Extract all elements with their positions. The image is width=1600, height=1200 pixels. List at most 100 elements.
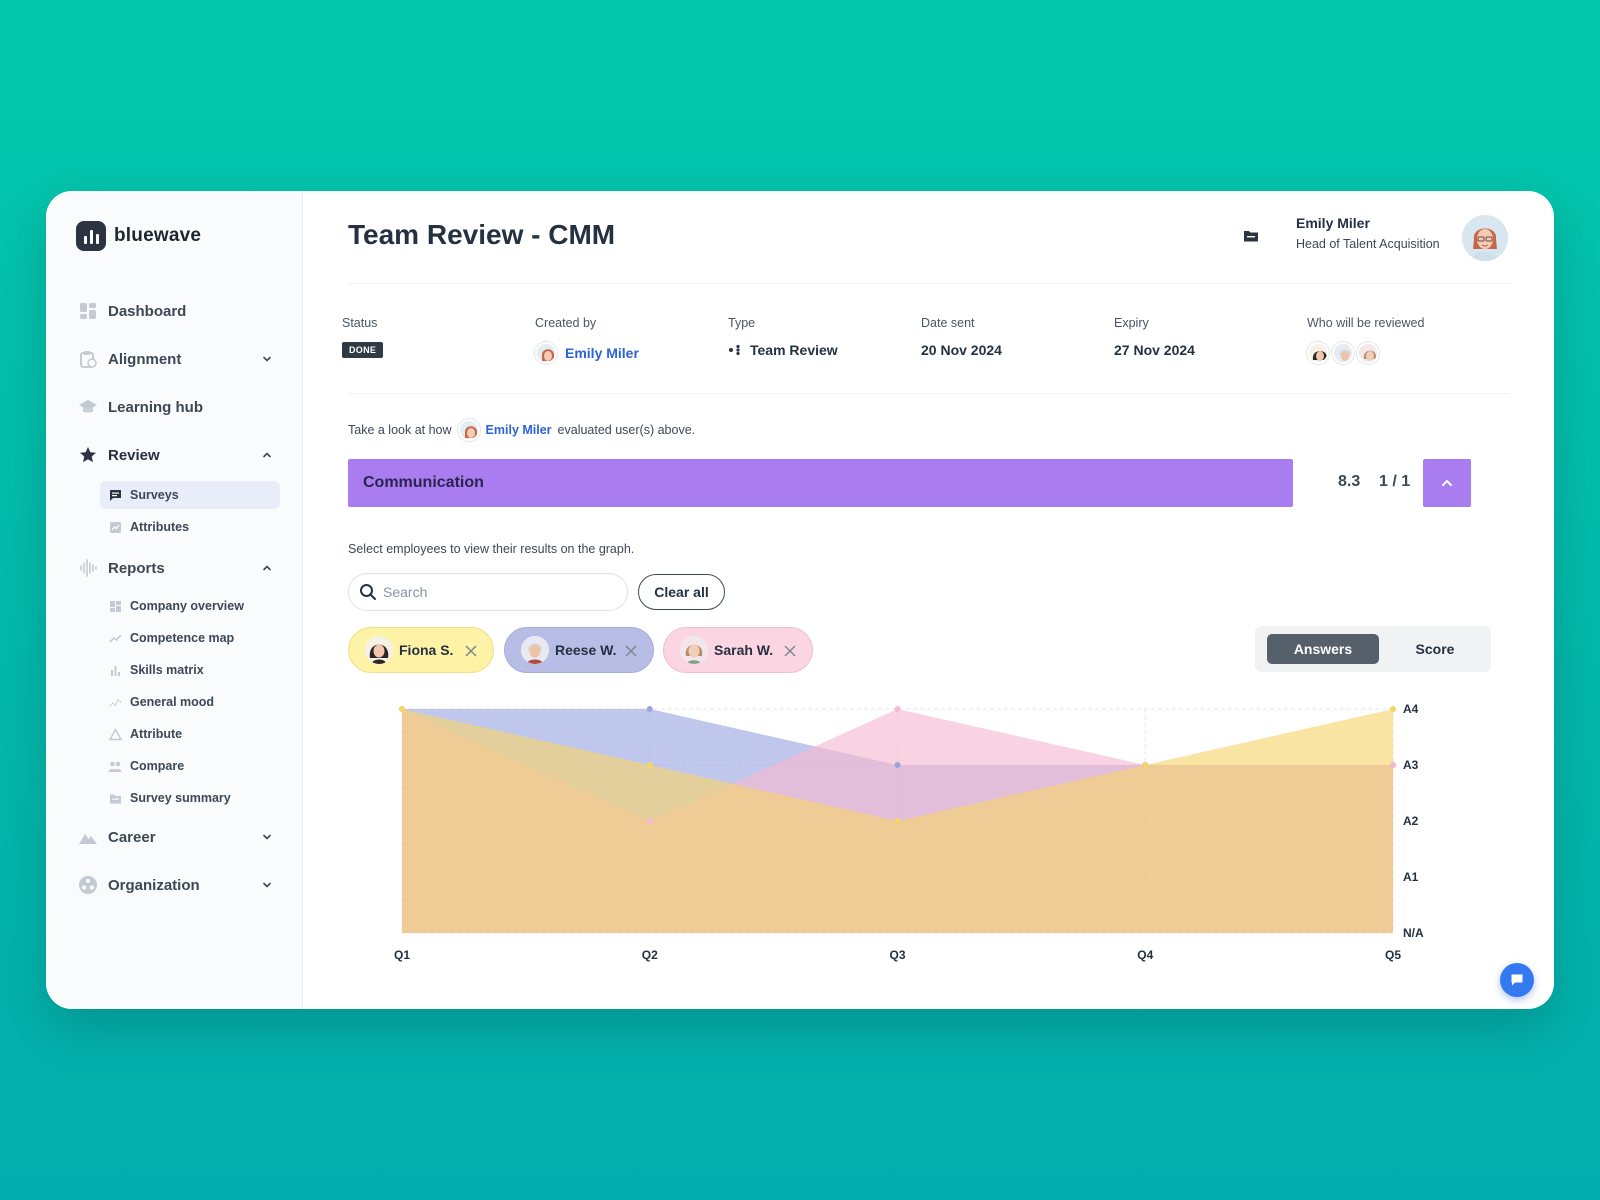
chip-fiona[interactable]: Fiona S. [348, 627, 494, 673]
sidebar-item-label: Attribute [130, 727, 183, 741]
sidebar-item-learning-hub[interactable]: Learning hub [78, 394, 274, 420]
evaluation-note: Take a look at how Emily Miler evaluated… [348, 419, 695, 441]
triangle-icon [108, 727, 122, 741]
section-pager: 1 / 1 [1379, 473, 1411, 490]
grid-icon [108, 599, 122, 613]
folder-button[interactable] [1240, 225, 1262, 247]
soundwave-icon [78, 558, 98, 578]
type-value: Team Review [750, 342, 838, 358]
sidebar-item-surveys[interactable]: Surveys [100, 481, 280, 509]
chip-name: Reese W. [555, 642, 617, 658]
brand-name: bluewave [114, 225, 202, 246]
avatar [457, 419, 480, 441]
y-tick-label: A3 [1403, 758, 1419, 772]
data-point-2-2 [894, 818, 901, 824]
y-tick-label: A2 [1403, 814, 1419, 828]
sidebar-item-attributes[interactable]: Attributes [100, 513, 280, 541]
clipboard-icon [78, 349, 98, 369]
sidebar-item-label: Review [108, 446, 160, 464]
answers-tab[interactable]: Answers [1267, 634, 1379, 664]
search-input[interactable] [383, 584, 603, 600]
select-hint: Select employees to view their results o… [348, 542, 635, 556]
section-title: Communication [363, 474, 484, 491]
date-label: Date sent [921, 316, 975, 330]
sidebar-item-organization[interactable]: Organization [78, 872, 274, 898]
close-icon[interactable] [623, 643, 639, 659]
chevron-down-icon[interactable] [260, 352, 274, 366]
chevron-up-icon[interactable] [260, 561, 274, 575]
avatar-fiona[interactable] [1307, 342, 1329, 364]
section-score: 8.3 [1338, 473, 1361, 490]
organization-icon [78, 875, 98, 895]
sidebar-item-company-overview[interactable]: Company overview [100, 592, 280, 620]
sidebar-item-label: Compare [130, 759, 185, 773]
main-content: Team Review - CMM Emily Miler Head of Ta… [46, 191, 1554, 1009]
folder-icon [1244, 231, 1258, 242]
user-info[interactable]: Emily Miler Head of Talent Acquisition [1296, 215, 1440, 251]
page-title: Team Review - CMM [348, 219, 616, 250]
message-icon [108, 488, 122, 502]
dashboard-icon [78, 301, 98, 321]
meta-created-by: Created by Emily Miler [535, 316, 639, 364]
section-header[interactable]: Communication [348, 459, 1293, 507]
sidebar-item-compare[interactable]: Compare [100, 752, 280, 780]
sidebar-item-general-mood[interactable]: General mood [100, 688, 280, 716]
user-name: Emily Miler [1296, 215, 1370, 231]
score-tab[interactable]: Score [1415, 641, 1455, 657]
sidebar-item-competence-map[interactable]: Competence map [100, 624, 280, 652]
sidebar-item-label: Survey summary [130, 791, 231, 805]
sidebar-item-career[interactable]: Career [78, 824, 274, 850]
meta-date-sent: Date sent 20 Nov 2024 [921, 316, 1002, 358]
chevron-up-icon[interactable] [260, 448, 274, 462]
sidebar-item-label: Dashboard [108, 302, 187, 320]
sidebar-item-dashboard[interactable]: Dashboard [78, 298, 274, 324]
chip-name: Fiona S. [399, 642, 454, 658]
sidebar-item-label: Skills matrix [130, 663, 204, 677]
chat-button[interactable] [1500, 963, 1534, 997]
collapse-button[interactable] [1423, 459, 1471, 507]
sidebar-item-label: Learning hub [108, 398, 203, 416]
close-icon[interactable] [463, 643, 479, 659]
people-icon [108, 759, 122, 773]
team-review-icon [729, 344, 740, 356]
avatar-sarah[interactable] [1357, 342, 1379, 364]
sidebar-item-attribute[interactable]: Attribute [100, 720, 280, 748]
sidebar-item-reports[interactable]: Reports [78, 555, 274, 581]
meta-status: Status DONE [342, 316, 384, 358]
x-tick-label: Q3 [889, 948, 905, 962]
chevron-down-icon[interactable] [260, 830, 274, 844]
close-icon[interactable] [782, 643, 798, 659]
chip-sarah[interactable]: Sarah W. [663, 627, 813, 673]
folder-icon [108, 791, 122, 805]
trend-icon [108, 631, 122, 645]
meta-type: Type Team Review [728, 316, 838, 358]
data-point-1-2 [894, 706, 901, 712]
avatar[interactable] [1462, 215, 1508, 261]
sidebar-item-alignment[interactable]: Alignment [78, 346, 274, 372]
x-tick-label: Q4 [1137, 948, 1153, 962]
data-point-0-2 [894, 762, 901, 768]
clear-all-button[interactable]: Clear all [638, 574, 725, 610]
sidebar-item-label: General mood [130, 695, 215, 709]
chart-box-icon [108, 520, 122, 534]
avatar-reese[interactable] [1332, 342, 1354, 364]
sidebar-item-survey-summary[interactable]: Survey summary [100, 784, 280, 812]
reviewed-label: Who will be reviewed [1307, 316, 1425, 330]
x-tick-label: Q2 [642, 948, 658, 962]
sidebar-item-skills-matrix[interactable]: Skills matrix [100, 656, 280, 684]
data-point-2-3 [1142, 762, 1149, 768]
brand[interactable]: bluewave [76, 221, 201, 251]
mountain-icon [78, 827, 98, 847]
chevron-down-icon[interactable] [260, 878, 274, 892]
chip-name: Sarah W. [714, 642, 774, 658]
avatar [521, 636, 549, 664]
meta-expiry: Expiry 27 Nov 2024 [1114, 316, 1195, 358]
evaluator-link[interactable]: Emily Miler [485, 423, 552, 437]
data-point-0-1 [646, 706, 653, 712]
evaluation-suffix: evaluated user(s) above. [557, 423, 696, 437]
user-role: Head of Talent Acquisition [1296, 237, 1440, 251]
sidebar-item-review[interactable]: Review [78, 442, 274, 468]
creator-link[interactable]: Emily Miler [565, 345, 639, 361]
chip-reese[interactable]: Reese W. [504, 627, 654, 673]
search-field[interactable] [348, 573, 628, 611]
